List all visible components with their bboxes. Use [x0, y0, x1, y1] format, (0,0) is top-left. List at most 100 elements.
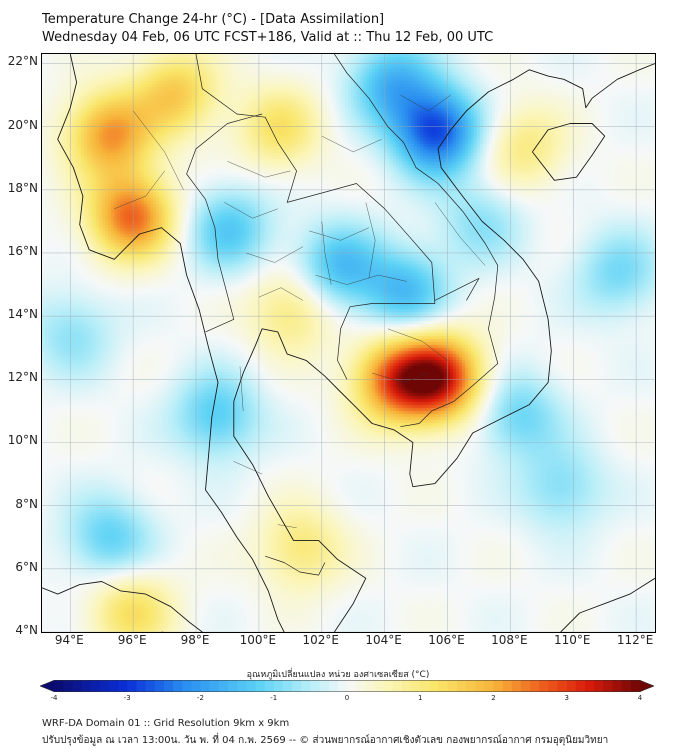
colorbar-segment: [337, 680, 348, 692]
colorbar-segment: [374, 680, 385, 692]
coastline: [42, 581, 203, 632]
colorbar: [40, 680, 654, 692]
longitude-label: 100°E: [239, 633, 277, 647]
longitude-label: 104°E: [365, 633, 402, 647]
province-border: [387, 328, 448, 361]
province-border: [315, 274, 407, 285]
colorbar-segment: [365, 680, 376, 692]
colorbar-segment: [182, 680, 192, 692]
latitude-label: 20°N: [7, 117, 38, 132]
colorbar-tick-label: -3: [123, 694, 131, 702]
colorbar-segment: [63, 680, 73, 692]
colorbar-segment: [356, 680, 366, 692]
colorbar-segment: [621, 680, 632, 692]
colorbar-tick-label: 4: [637, 694, 643, 702]
colorbar-segment: [612, 680, 623, 692]
colorbar-segment: [227, 680, 238, 692]
colorbar-segment: [594, 680, 604, 692]
colorbar-segment: [81, 680, 92, 692]
longitude-label: 102°E: [302, 633, 340, 647]
colorbar-segment: [456, 680, 467, 692]
province-border: [321, 135, 382, 153]
colorbar-segment: [520, 680, 531, 692]
colorbar-segment: [282, 680, 293, 692]
colorbar-tick-label: 2: [491, 694, 496, 702]
colorbar-segment: [539, 680, 550, 692]
province-border: [434, 202, 486, 266]
colorbar-segment: [383, 680, 394, 692]
colorbar-segment: [310, 680, 321, 692]
province-border: [114, 170, 165, 210]
latitude-label: 8°N: [15, 496, 38, 511]
coastline: [532, 123, 606, 181]
country-border: [434, 277, 480, 301]
country-border: [195, 54, 436, 380]
colorbar-segment: [108, 680, 119, 692]
colorbar-segment: [328, 680, 339, 692]
colorbar-segment: [511, 680, 522, 692]
colorbar-segment: [273, 680, 284, 692]
colorbar-segment: [438, 680, 449, 692]
latitude-label: 16°N: [7, 243, 38, 258]
latitude-label: 14°N: [7, 307, 38, 322]
map-overlay: [42, 54, 655, 632]
colorbar-segment: [575, 680, 586, 692]
colorbar-tick-label: -1: [270, 694, 278, 702]
colorbar-segment: [475, 680, 485, 692]
map-panel[interactable]: [41, 53, 656, 633]
colorbar-segment: [209, 680, 220, 692]
coastline: [233, 63, 655, 632]
coastline: [560, 577, 655, 632]
colorbar-segment: [502, 680, 513, 692]
colorbar-tick-label: -2: [197, 694, 204, 702]
province-border: [246, 246, 304, 263]
colorbar-segment: [145, 680, 156, 692]
colorbar-segment: [292, 680, 302, 692]
colorbar-segment: [191, 680, 202, 692]
province-border: [372, 372, 429, 383]
colorbar-segment: [392, 680, 403, 692]
colorbar-segment: [218, 680, 229, 692]
colorbar-tick-label: 3: [564, 694, 569, 702]
longitude-label: 96°E: [117, 633, 147, 647]
colorbar-segment: [603, 680, 614, 692]
longitude-label: 108°E: [491, 633, 528, 647]
longitude-label: 94°E: [54, 633, 84, 647]
map-subtitle: Wednesday 04 Feb, 06 UTC FCST+186, Valid…: [42, 30, 494, 45]
province-border: [239, 366, 244, 411]
province-border: [233, 461, 263, 475]
province-border: [277, 524, 297, 529]
province-border: [365, 202, 376, 279]
province-border: [400, 94, 451, 112]
province-border: [321, 221, 332, 285]
colorbar-segment: [401, 680, 412, 692]
colorbar-segment: [557, 680, 568, 692]
coastline: [57, 54, 285, 632]
colorbar-segment: [319, 680, 330, 692]
colorbar-segment: [54, 680, 64, 692]
colorbar-segment: [585, 680, 595, 692]
colorbar-segment: [548, 680, 559, 692]
model-info: WRF-DA Domain 01 :: Grid Resolution 9km …: [42, 718, 290, 729]
latitude-label: 22°N: [7, 54, 38, 69]
colorbar-segment: [99, 680, 110, 692]
province-border: [258, 287, 304, 301]
map-title: Temperature Change 24-hr (°C) - [Data As…: [42, 12, 385, 27]
country-border: [186, 113, 263, 333]
colorbar-tick-label: 1: [418, 694, 423, 702]
longitude-label: 98°E: [180, 633, 210, 647]
latitude-label: 6°N: [15, 559, 38, 574]
colorbar-segment: [347, 680, 357, 692]
latitude-label: 10°N: [7, 433, 38, 448]
colorbar-segment: [72, 680, 83, 692]
colorbar-outline: [40, 680, 654, 692]
colorbar-segment: [163, 680, 174, 692]
colorbar-segment: [301, 680, 311, 692]
latitude-label: 12°N: [7, 370, 38, 385]
province-border: [227, 161, 291, 178]
credit-line: ปรับปรุงข้อมูล ณ เวลา 13:00น. วัน พ. ที่…: [42, 735, 609, 746]
longitude-label: 112°E: [616, 633, 654, 647]
colorbar-segment: [246, 680, 257, 692]
province-border: [133, 110, 184, 190]
colorbar-segment: [127, 680, 138, 692]
